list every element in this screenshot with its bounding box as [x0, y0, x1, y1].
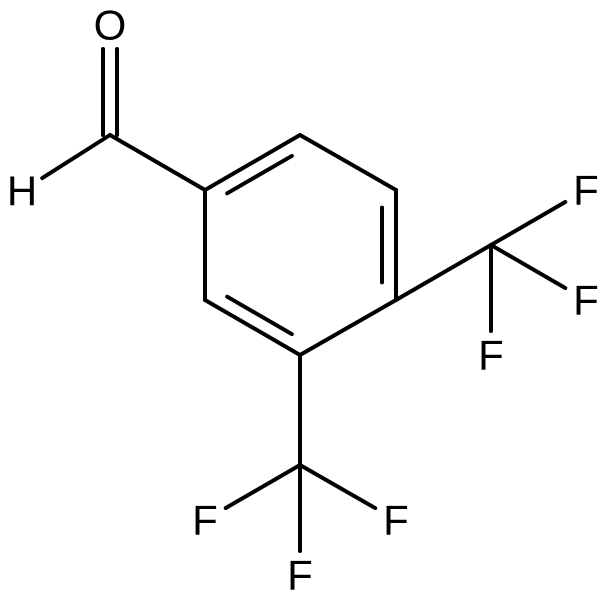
bond-c4-cf4 — [396, 245, 491, 300]
bond-c1-cho — [110, 135, 205, 190]
molecule-diagram: O H F F F F F F — [0, 0, 600, 600]
bond-cho-h — [42, 135, 110, 178]
atom-f2c: F — [383, 497, 409, 544]
atom-f4b: F — [573, 277, 599, 324]
atom-f2a: F — [192, 497, 218, 544]
bond-cf2-f2a — [226, 465, 300, 508]
bond-cf4-f4b — [491, 245, 565, 288]
atom-f4a: F — [573, 167, 599, 214]
atom-h: H — [7, 168, 37, 215]
bond-c3-c2 — [205, 300, 300, 355]
atom-o: O — [94, 2, 127, 49]
bond-c3-c2-inner — [227, 297, 292, 334]
bond-cf2-f2c — [300, 465, 375, 508]
bond-cf4-f4a — [491, 202, 565, 245]
bond-c1-c6 — [205, 135, 300, 190]
bond-c1-c6-inner — [227, 156, 292, 193]
atom-f4c: F — [478, 332, 504, 379]
atom-f2b: F — [287, 552, 313, 599]
bond-c6-c5 — [300, 135, 396, 190]
bond-c4-c3 — [300, 300, 396, 355]
